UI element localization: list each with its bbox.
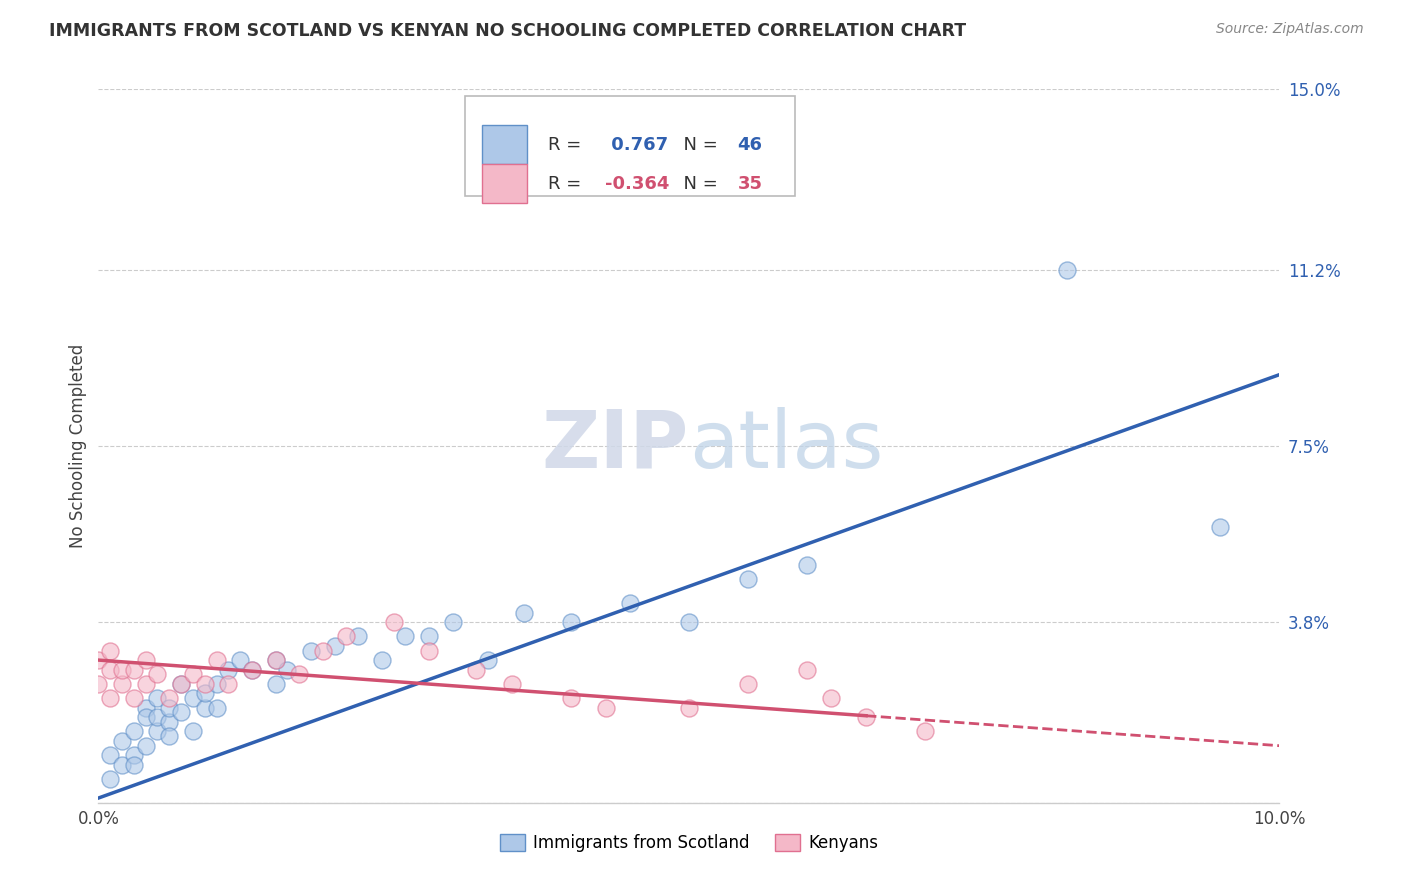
- Point: [619, 596, 641, 610]
- Point: [418, 643, 440, 657]
- Point: [205, 700, 228, 714]
- Y-axis label: No Schooling Completed: No Schooling Completed: [69, 344, 87, 548]
- Point: [323, 639, 346, 653]
- Point: [146, 691, 169, 706]
- Point: [264, 653, 287, 667]
- Point: [382, 615, 405, 629]
- Point: [98, 772, 121, 786]
- Point: [205, 653, 228, 667]
- Point: [312, 643, 335, 657]
- Point: [122, 748, 145, 763]
- Point: [111, 734, 134, 748]
- Point: [217, 677, 239, 691]
- Point: [1209, 520, 1232, 534]
- Point: [146, 710, 169, 724]
- Point: [288, 667, 311, 681]
- Point: [98, 643, 121, 657]
- Point: [111, 757, 134, 772]
- Point: [111, 677, 134, 691]
- Point: [146, 724, 169, 739]
- Point: [441, 615, 464, 629]
- Point: [914, 724, 936, 739]
- Point: [276, 663, 298, 677]
- Point: [205, 677, 228, 691]
- Point: [157, 691, 180, 706]
- Point: [240, 663, 263, 677]
- Text: 0.767: 0.767: [605, 136, 668, 153]
- Point: [678, 700, 700, 714]
- Text: -0.364: -0.364: [605, 175, 669, 193]
- Point: [560, 691, 582, 706]
- Text: 46: 46: [737, 136, 762, 153]
- Point: [98, 663, 121, 677]
- Text: 35: 35: [737, 175, 762, 193]
- Text: ZIP: ZIP: [541, 407, 689, 485]
- Bar: [482, 164, 527, 203]
- Point: [820, 691, 842, 706]
- Point: [418, 629, 440, 643]
- Legend: Immigrants from Scotland, Kenyans: Immigrants from Scotland, Kenyans: [494, 827, 884, 859]
- Point: [87, 677, 110, 691]
- Point: [98, 748, 121, 763]
- Point: [135, 739, 157, 753]
- Text: IMMIGRANTS FROM SCOTLAND VS KENYAN NO SCHOOLING COMPLETED CORRELATION CHART: IMMIGRANTS FROM SCOTLAND VS KENYAN NO SC…: [49, 22, 966, 40]
- Point: [347, 629, 370, 643]
- Point: [477, 653, 499, 667]
- Point: [122, 757, 145, 772]
- Point: [122, 663, 145, 677]
- Point: [170, 706, 193, 720]
- Point: [240, 663, 263, 677]
- Point: [194, 700, 217, 714]
- Point: [122, 724, 145, 739]
- Point: [737, 677, 759, 691]
- Text: R =: R =: [548, 136, 588, 153]
- Point: [170, 677, 193, 691]
- Point: [170, 677, 193, 691]
- Point: [135, 700, 157, 714]
- Point: [135, 710, 157, 724]
- Point: [194, 677, 217, 691]
- Point: [157, 714, 180, 729]
- Point: [229, 653, 252, 667]
- Point: [737, 572, 759, 586]
- Text: R =: R =: [548, 175, 588, 193]
- Text: Source: ZipAtlas.com: Source: ZipAtlas.com: [1216, 22, 1364, 37]
- Point: [335, 629, 357, 643]
- Point: [371, 653, 394, 667]
- Point: [299, 643, 322, 657]
- Point: [264, 677, 287, 691]
- Point: [512, 606, 534, 620]
- Point: [135, 653, 157, 667]
- Point: [217, 663, 239, 677]
- Point: [111, 663, 134, 677]
- Point: [560, 615, 582, 629]
- Point: [87, 653, 110, 667]
- Point: [465, 663, 488, 677]
- Point: [194, 686, 217, 700]
- Bar: [482, 125, 527, 164]
- Point: [264, 653, 287, 667]
- Point: [181, 724, 204, 739]
- Point: [157, 700, 180, 714]
- Text: N =: N =: [672, 136, 724, 153]
- Point: [855, 710, 877, 724]
- Text: atlas: atlas: [689, 407, 883, 485]
- Point: [122, 691, 145, 706]
- Point: [595, 700, 617, 714]
- Point: [678, 615, 700, 629]
- FancyBboxPatch shape: [464, 96, 796, 196]
- Point: [181, 667, 204, 681]
- Point: [98, 691, 121, 706]
- Text: N =: N =: [672, 175, 724, 193]
- Point: [796, 558, 818, 572]
- Point: [796, 663, 818, 677]
- Point: [157, 729, 180, 743]
- Point: [135, 677, 157, 691]
- Point: [146, 667, 169, 681]
- Point: [1056, 263, 1078, 277]
- Point: [394, 629, 416, 643]
- Point: [501, 677, 523, 691]
- Point: [181, 691, 204, 706]
